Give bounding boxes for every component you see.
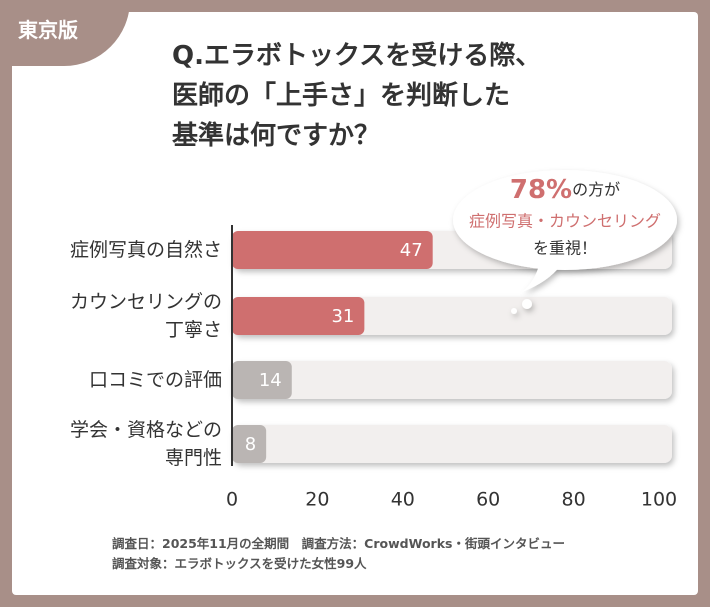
category-label: カウンセリングの 丁寧さ	[69, 291, 222, 341]
bar	[232, 361, 292, 399]
bar	[232, 425, 267, 463]
x-tick-label: 80	[562, 489, 586, 511]
value-label: 14	[259, 370, 282, 391]
bar-track	[232, 361, 672, 399]
category-label: 症例写真の自然さ	[69, 239, 222, 261]
category-label: 学会・資格などの 専門性	[69, 419, 222, 469]
value-label: 47	[400, 240, 423, 261]
badge: 東京版	[18, 18, 78, 42]
x-tick-label: 40	[391, 489, 415, 511]
x-tick-label: 20	[305, 489, 329, 511]
callout-highlight: 78%	[510, 175, 572, 205]
bar-track	[232, 425, 672, 463]
callout-rest: の方が	[572, 180, 620, 199]
callout-line1: 78%の方が	[510, 175, 620, 205]
x-tick-label: 60	[476, 489, 500, 511]
x-tick-label: 100	[641, 489, 677, 511]
callout-line3: を重視！	[533, 239, 597, 258]
callout-line2: 症例写真・カウンセリング	[469, 212, 661, 231]
category-label: 口コミでの評価	[88, 369, 222, 391]
callout-bubble	[453, 170, 677, 314]
value-label: 31	[331, 306, 354, 327]
bar	[232, 297, 365, 335]
footnote: 調査日：2025年11月の全期間 調査方法：CrowdWorks・街頭インタビュ…	[112, 536, 565, 571]
value-label: 8	[245, 434, 256, 455]
bar	[232, 231, 433, 269]
chart-title: Q.エラボトックスを受ける際、 医師の「上手さ」を判断した 基準は何ですか？	[172, 41, 542, 151]
x-tick-label: 0	[226, 489, 238, 511]
